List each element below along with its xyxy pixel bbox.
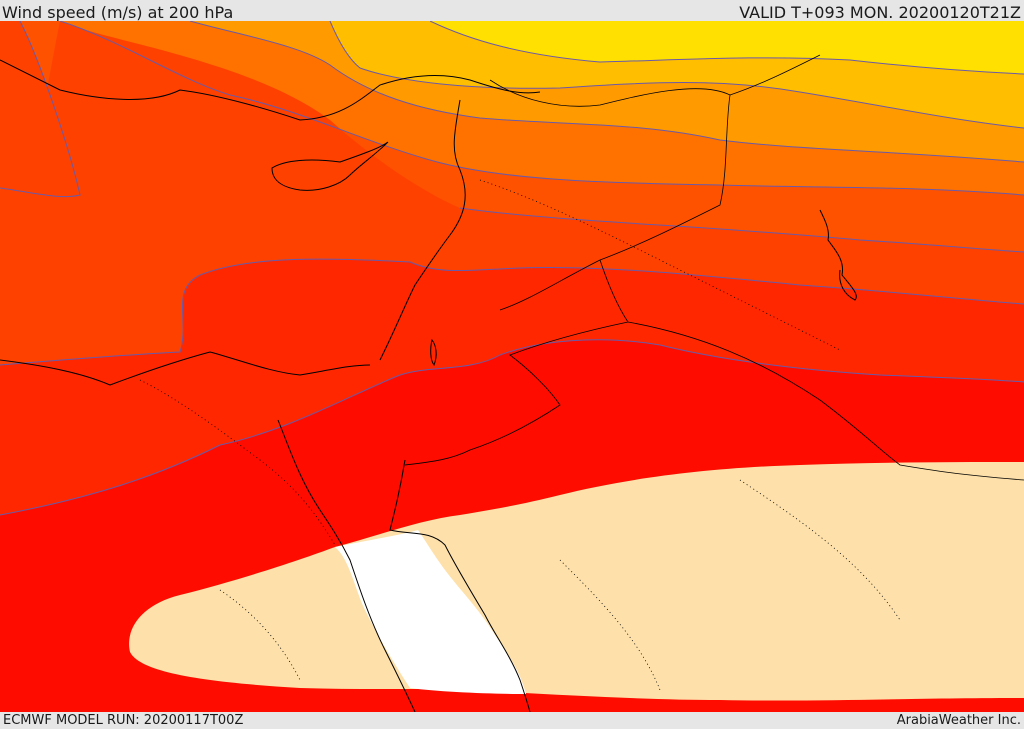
internal-boundaries — [139, 179, 901, 691]
coastlines-and-borders — [0, 59, 857, 712]
levant-coast — [379, 99, 466, 361]
isotach-contour — [0, 21, 81, 198]
caspian-coast — [819, 209, 857, 301]
dotted-boundary — [559, 559, 661, 691]
masked-region — [335, 530, 526, 694]
isotach-contour — [59, 21, 1024, 196]
coastline — [0, 59, 541, 121]
header-bar — [0, 0, 1024, 21]
dead-sea — [430, 338, 437, 366]
wind-speed-map — [0, 21, 1024, 712]
valid-time-label: VALID T+093 MON. 20200120T21Z — [739, 3, 1021, 22]
cyprus-coast — [271, 141, 389, 191]
isotach-contours — [0, 21, 1024, 516]
dotted-boundary — [219, 589, 301, 681]
border — [627, 321, 1024, 481]
isotach-contour — [459, 207, 1024, 253]
border — [404, 259, 629, 466]
isotach-contour — [189, 21, 1024, 163]
border — [499, 94, 731, 311]
footer-bar — [0, 712, 1024, 729]
isotach-contour — [0, 339, 1024, 516]
dotted-boundary — [139, 379, 336, 546]
isotach-contour — [429, 21, 1024, 75]
low-wind-region — [129, 462, 1024, 701]
credit-label: ArabiaWeather Inc. — [896, 713, 1021, 728]
coastline — [0, 351, 371, 386]
wind-bands — [0, 21, 1024, 712]
red-sea-east-coast — [389, 459, 531, 712]
isotach-contour — [0, 258, 1024, 366]
map-title: Wind speed (m/s) at 200 hPa — [2, 3, 234, 22]
border — [489, 54, 821, 107]
dotted-boundary — [479, 179, 841, 351]
isotach-contour — [329, 21, 1024, 129]
political-borders — [404, 54, 1024, 481]
model-run-label: ECMWF MODEL RUN: 20200117T00Z — [3, 713, 244, 728]
red-sea-west-coast — [277, 419, 416, 712]
